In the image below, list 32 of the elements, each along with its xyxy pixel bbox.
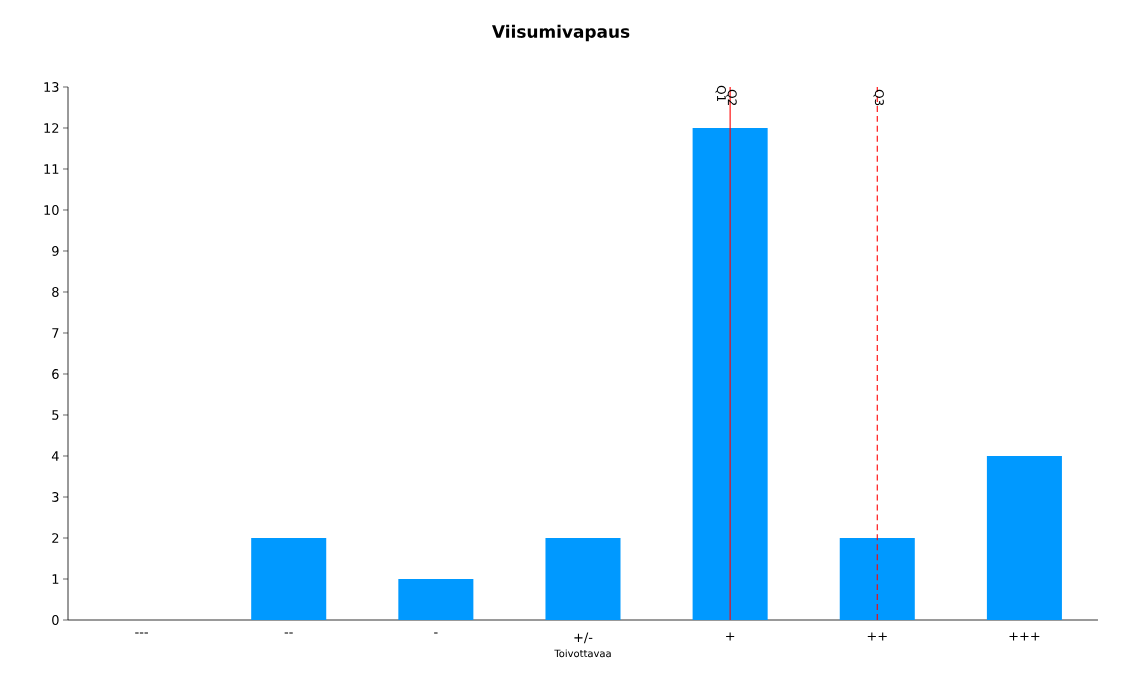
y-tick-label: 11 bbox=[44, 164, 59, 174]
x-axis-title: Toivottavaa bbox=[554, 649, 611, 658]
y-tick-label: 2 bbox=[52, 533, 59, 543]
y-tick-label: 5 bbox=[52, 410, 59, 420]
y-tick-label: 12 bbox=[44, 123, 59, 133]
x-tick-label: - bbox=[434, 632, 438, 634]
x-tick-label: +++ bbox=[1009, 632, 1040, 641]
annotation: Q1 bbox=[715, 85, 726, 102]
bar bbox=[398, 579, 474, 620]
y-tick-label: 10 bbox=[44, 205, 59, 215]
y-tick-label: 3 bbox=[52, 492, 59, 502]
bar bbox=[986, 456, 1062, 620]
bar bbox=[692, 127, 768, 620]
chart-title: Viisumivapaus bbox=[492, 24, 630, 42]
y-tick-label: 9 bbox=[52, 246, 59, 256]
ref-line-label: Q2 bbox=[726, 89, 737, 105]
x-tick-label: ++ bbox=[867, 632, 887, 641]
bar bbox=[251, 538, 327, 620]
bar bbox=[839, 538, 915, 620]
x-tick-label: + bbox=[726, 632, 735, 641]
y-tick-label: 13 bbox=[44, 82, 59, 92]
ref-line-label: Q3 bbox=[873, 89, 884, 106]
x-tick-label: --- bbox=[135, 632, 148, 634]
y-tick-label: 6 bbox=[52, 369, 59, 379]
bar bbox=[545, 538, 621, 620]
y-tick-label: 7 bbox=[52, 328, 59, 338]
y-tick-label: 4 bbox=[51, 451, 59, 461]
y-tick-label: 1 bbox=[52, 574, 59, 584]
y-tick-label: 0 bbox=[52, 615, 59, 625]
y-tick-label: 8 bbox=[52, 287, 59, 297]
x-tick-label: +/- bbox=[574, 632, 593, 644]
x-tick-label: -- bbox=[284, 632, 293, 634]
